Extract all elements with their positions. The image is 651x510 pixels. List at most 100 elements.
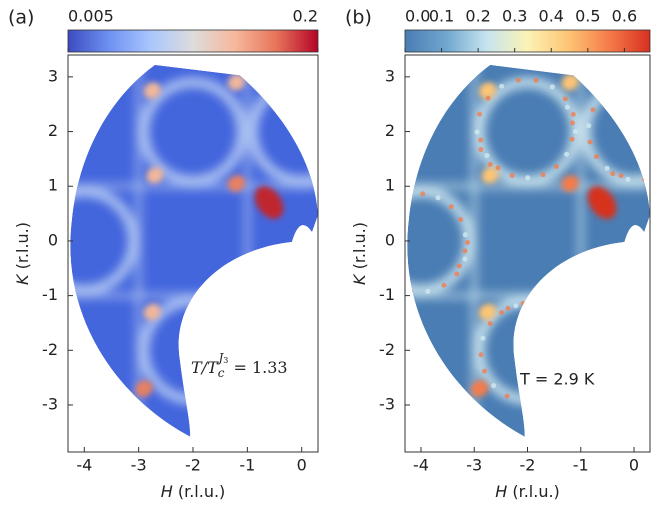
speck bbox=[509, 172, 515, 178]
speck bbox=[604, 165, 610, 171]
hot-spot bbox=[561, 73, 579, 91]
speck bbox=[529, 400, 535, 406]
colorbar-tick-label: 0.5 bbox=[575, 7, 600, 26]
x-tick-label: -2 bbox=[185, 456, 201, 475]
speck bbox=[441, 282, 447, 288]
x-axis-label: H (r.l.u.) bbox=[161, 482, 226, 501]
speck bbox=[465, 239, 471, 245]
y-axis-label: K (r.l.u.) bbox=[13, 222, 32, 285]
speck bbox=[389, 200, 394, 205]
speck bbox=[462, 232, 468, 238]
panel-label: (b) bbox=[345, 7, 372, 29]
speck bbox=[570, 111, 576, 117]
speck bbox=[484, 153, 490, 159]
x-tick-label: 0 bbox=[629, 456, 639, 475]
x-tick-label: 0 bbox=[297, 456, 307, 475]
speck bbox=[569, 120, 575, 126]
y-tick-label: 3 bbox=[385, 66, 395, 85]
x-axis-unit: (r.l.u.) bbox=[512, 482, 559, 501]
speck bbox=[478, 137, 484, 143]
speck bbox=[456, 263, 462, 269]
y-tick-label: 1 bbox=[385, 176, 395, 195]
speck bbox=[491, 383, 497, 389]
speck bbox=[371, 228, 376, 233]
hot-spot bbox=[254, 186, 284, 219]
heatmap-background bbox=[70, 64, 318, 437]
y-tick-label: 3 bbox=[48, 66, 58, 85]
speck bbox=[533, 77, 539, 83]
speck bbox=[564, 104, 570, 110]
hot-spot bbox=[478, 303, 497, 321]
hot-spots bbox=[470, 73, 617, 397]
speck bbox=[462, 256, 468, 262]
speck bbox=[515, 77, 521, 83]
speck bbox=[610, 171, 616, 177]
speck bbox=[407, 288, 413, 294]
speck bbox=[520, 301, 526, 307]
speck bbox=[485, 95, 491, 101]
speck bbox=[478, 352, 484, 358]
speck bbox=[564, 319, 570, 325]
heatmap bbox=[70, 64, 318, 437]
colorbar-tick-label: 0.4 bbox=[539, 7, 564, 26]
hot-spot bbox=[478, 82, 497, 99]
speck bbox=[546, 395, 552, 401]
colorbar-tick-label: 0.3 bbox=[502, 7, 527, 26]
x-tick-label: -3 bbox=[131, 456, 147, 475]
speck bbox=[571, 334, 577, 340]
speck bbox=[478, 147, 484, 153]
hot-spot bbox=[470, 380, 489, 397]
hot-spot bbox=[146, 166, 164, 184]
x-axis-label: H (r.l.u.) bbox=[495, 482, 560, 501]
y-tick-label: -1 bbox=[379, 285, 395, 304]
colorbar bbox=[404, 29, 651, 53]
hot-spot bbox=[587, 186, 617, 219]
speck bbox=[538, 397, 544, 403]
speck bbox=[482, 368, 488, 374]
y-tick-label: -2 bbox=[379, 340, 395, 359]
speck bbox=[564, 151, 570, 157]
speck bbox=[629, 79, 635, 85]
x-tick-label: -1 bbox=[239, 456, 255, 475]
ring bbox=[581, 296, 650, 405]
speck bbox=[487, 321, 493, 327]
speck bbox=[513, 303, 519, 309]
speck bbox=[504, 393, 510, 399]
speck bbox=[572, 129, 578, 135]
y-tick-label: -3 bbox=[379, 394, 395, 413]
x-tick-label: -2 bbox=[520, 456, 536, 475]
ring bbox=[247, 296, 318, 405]
colorbar-tick-label: 0.0 bbox=[405, 7, 430, 26]
speck bbox=[625, 176, 631, 182]
speck bbox=[587, 139, 593, 145]
speck bbox=[370, 254, 375, 259]
hot-spots bbox=[135, 73, 284, 397]
colorbar-tick-label: 0.2 bbox=[293, 7, 318, 26]
speck bbox=[499, 309, 505, 315]
speck bbox=[593, 154, 599, 160]
x-axis-variable: H bbox=[495, 482, 507, 501]
y-tick-label: -3 bbox=[42, 394, 58, 413]
speck bbox=[613, 83, 619, 89]
y-axis-variable: K bbox=[13, 273, 32, 285]
y-tick-label: 2 bbox=[48, 121, 58, 140]
colorbar bbox=[67, 29, 319, 53]
speck bbox=[499, 83, 505, 89]
hot-spot bbox=[143, 303, 161, 321]
speck bbox=[521, 398, 527, 404]
hot-spot bbox=[143, 82, 161, 99]
hot-spot bbox=[227, 175, 246, 192]
hot-spot bbox=[135, 380, 153, 397]
colorbar-tick-label: 0.6 bbox=[612, 7, 637, 26]
x-tick-label: -1 bbox=[573, 456, 589, 475]
speck bbox=[480, 335, 486, 341]
ring bbox=[70, 186, 139, 296]
y-tick-label: 0 bbox=[48, 230, 58, 249]
annotation-superscript-sub: 3 bbox=[223, 356, 228, 365]
speck bbox=[378, 270, 383, 275]
hot-spot bbox=[227, 73, 246, 91]
speck bbox=[381, 204, 386, 209]
speck bbox=[641, 176, 647, 182]
y-tick-label: -1 bbox=[42, 285, 58, 304]
speck bbox=[462, 248, 468, 254]
